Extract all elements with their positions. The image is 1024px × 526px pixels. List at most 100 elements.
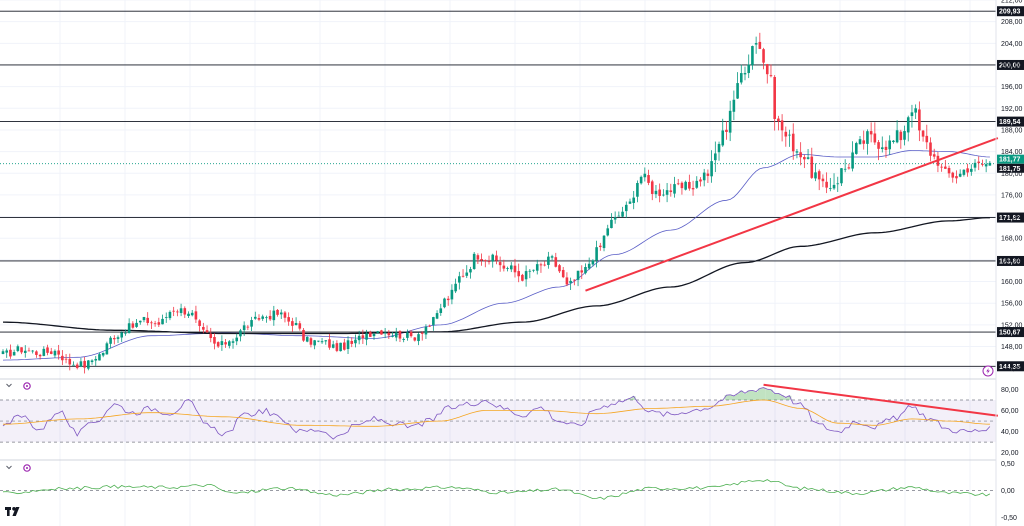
candle[interactable] xyxy=(717,141,721,161)
candle[interactable] xyxy=(53,349,57,358)
price-axis[interactable]: 212,00 208,00 204,00 200,00 196,00 192,00 188,… xyxy=(1001,0,1023,522)
candle[interactable] xyxy=(513,258,517,278)
candle[interactable] xyxy=(710,150,713,183)
candle[interactable] xyxy=(484,259,487,268)
candle[interactable] xyxy=(773,75,776,131)
candle[interactable] xyxy=(420,331,424,341)
candle[interactable] xyxy=(153,320,157,327)
candle[interactable] xyxy=(487,255,491,265)
candle[interactable] xyxy=(791,123,795,160)
candle[interactable] xyxy=(855,141,858,155)
candles[interactable] xyxy=(1,32,992,374)
horizontal-levels[interactable]: 209,93 200,00 189,54 171,82 163,80 150,67 144,… xyxy=(0,6,1024,372)
candle[interactable] xyxy=(294,317,298,326)
candle[interactable] xyxy=(213,333,216,350)
candle[interactable] xyxy=(921,130,925,142)
candle[interactable] xyxy=(157,317,161,328)
candle[interactable] xyxy=(335,340,339,353)
candle[interactable] xyxy=(250,316,253,332)
candle[interactable] xyxy=(665,183,669,203)
candle[interactable] xyxy=(543,261,546,267)
candle[interactable] xyxy=(550,254,554,261)
candle[interactable] xyxy=(246,325,250,331)
candle[interactable] xyxy=(539,262,543,273)
candle[interactable] xyxy=(328,333,331,350)
candle[interactable] xyxy=(350,337,354,348)
candle[interactable] xyxy=(135,319,138,328)
candle[interactable] xyxy=(866,129,869,155)
candle[interactable] xyxy=(409,330,413,338)
candle[interactable] xyxy=(636,180,639,203)
candle[interactable] xyxy=(699,177,702,187)
candle[interactable] xyxy=(914,104,917,119)
candle[interactable] xyxy=(650,179,654,201)
candle[interactable] xyxy=(164,312,168,323)
candle[interactable] xyxy=(272,305,276,326)
candle[interactable] xyxy=(176,309,179,317)
candle[interactable] xyxy=(413,337,417,342)
candle[interactable] xyxy=(283,310,287,323)
candle[interactable] xyxy=(599,242,602,251)
candle[interactable] xyxy=(72,361,75,366)
candle[interactable] xyxy=(521,273,524,282)
candle[interactable] xyxy=(524,265,528,287)
candle[interactable] xyxy=(324,340,328,345)
candle[interactable] xyxy=(903,125,906,146)
candle[interactable] xyxy=(5,348,9,358)
candle[interactable] xyxy=(239,328,242,342)
candle[interactable] xyxy=(458,271,461,290)
candle[interactable] xyxy=(803,154,806,169)
candle[interactable] xyxy=(194,305,198,323)
candle[interactable] xyxy=(584,263,587,275)
candle[interactable] xyxy=(509,262,513,273)
candle[interactable] xyxy=(940,163,943,172)
candle[interactable] xyxy=(142,316,146,323)
candle[interactable] xyxy=(402,337,405,343)
candle[interactable] xyxy=(814,163,817,182)
candle[interactable] xyxy=(183,306,187,319)
candle[interactable] xyxy=(35,350,38,358)
candle[interactable] xyxy=(758,32,762,50)
candle[interactable] xyxy=(231,338,235,349)
candle[interactable] xyxy=(621,206,624,218)
candle[interactable] xyxy=(984,159,988,173)
candle[interactable] xyxy=(109,336,112,349)
candle[interactable] xyxy=(461,269,465,278)
candle[interactable] xyxy=(228,340,231,349)
candle[interactable] xyxy=(354,334,357,348)
candle[interactable] xyxy=(38,353,42,360)
candle[interactable] xyxy=(517,263,520,283)
candle[interactable] xyxy=(836,176,840,193)
candle[interactable] xyxy=(624,201,628,218)
candle[interactable] xyxy=(49,347,53,355)
candle[interactable] xyxy=(906,115,910,142)
candle[interactable] xyxy=(765,63,769,84)
candle[interactable] xyxy=(732,90,736,121)
candle[interactable] xyxy=(932,148,936,160)
candle[interactable] xyxy=(202,322,205,334)
candle[interactable] xyxy=(591,259,595,267)
candle[interactable] xyxy=(847,163,851,170)
candle[interactable] xyxy=(346,336,350,354)
candle[interactable] xyxy=(268,310,272,321)
candle[interactable] xyxy=(302,328,305,342)
candle[interactable] xyxy=(387,329,391,340)
candle[interactable] xyxy=(46,344,49,356)
candle[interactable] xyxy=(506,266,509,272)
candle[interactable] xyxy=(23,345,27,358)
candle[interactable] xyxy=(754,36,758,54)
rsi-trendline[interactable] xyxy=(763,383,998,417)
candle[interactable] xyxy=(825,172,828,194)
candle[interactable] xyxy=(469,266,472,279)
candle[interactable] xyxy=(287,312,290,326)
candle[interactable] xyxy=(528,269,532,279)
candle[interactable] xyxy=(190,309,194,317)
candle[interactable] xyxy=(606,224,610,237)
candle[interactable] xyxy=(120,331,124,342)
candle[interactable] xyxy=(94,356,98,366)
candle[interactable] xyxy=(313,339,316,350)
candle[interactable] xyxy=(532,269,535,273)
candle[interactable] xyxy=(888,135,891,155)
candle[interactable] xyxy=(877,140,880,161)
tradingview-logo[interactable] xyxy=(5,507,20,516)
